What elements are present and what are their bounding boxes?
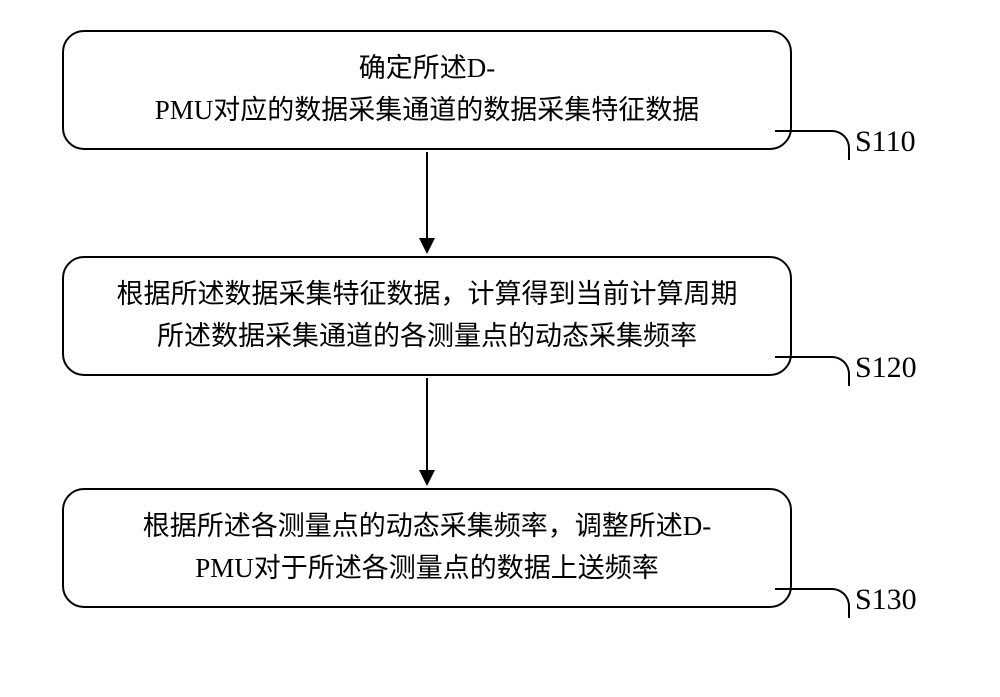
step-label-n3: S130	[855, 583, 917, 617]
node-text: 确定所述D-PMU对应的数据采集通道的数据采集特征数据	[155, 48, 700, 132]
connector-n1	[775, 130, 850, 160]
flowchart-node-n3: 根据所述各测量点的动态采集频率，调整所述D-PMU对于所述各测量点的数据上送频率	[62, 488, 792, 608]
connector-n3	[775, 588, 850, 618]
node-text: 根据所述数据采集特征数据，计算得到当前计算周期所述数据采集通道的各测量点的动态采…	[117, 274, 738, 358]
step-label-n2: S120	[855, 351, 917, 385]
flowchart-node-n1: 确定所述D-PMU对应的数据采集通道的数据采集特征数据	[62, 30, 792, 150]
connector-n2	[775, 356, 850, 386]
flowchart-canvas: 确定所述D-PMU对应的数据采集通道的数据采集特征数据 S110 根据所述数据采集特…	[0, 0, 1000, 697]
arrow-n1-n2	[412, 152, 442, 256]
arrow-n2-n3	[412, 378, 442, 488]
flowchart-node-n2: 根据所述数据采集特征数据，计算得到当前计算周期所述数据采集通道的各测量点的动态采…	[62, 256, 792, 376]
node-text: 根据所述各测量点的动态采集频率，调整所述D-PMU对于所述各测量点的数据上送频率	[143, 506, 712, 590]
step-label-n1: S110	[855, 125, 916, 159]
